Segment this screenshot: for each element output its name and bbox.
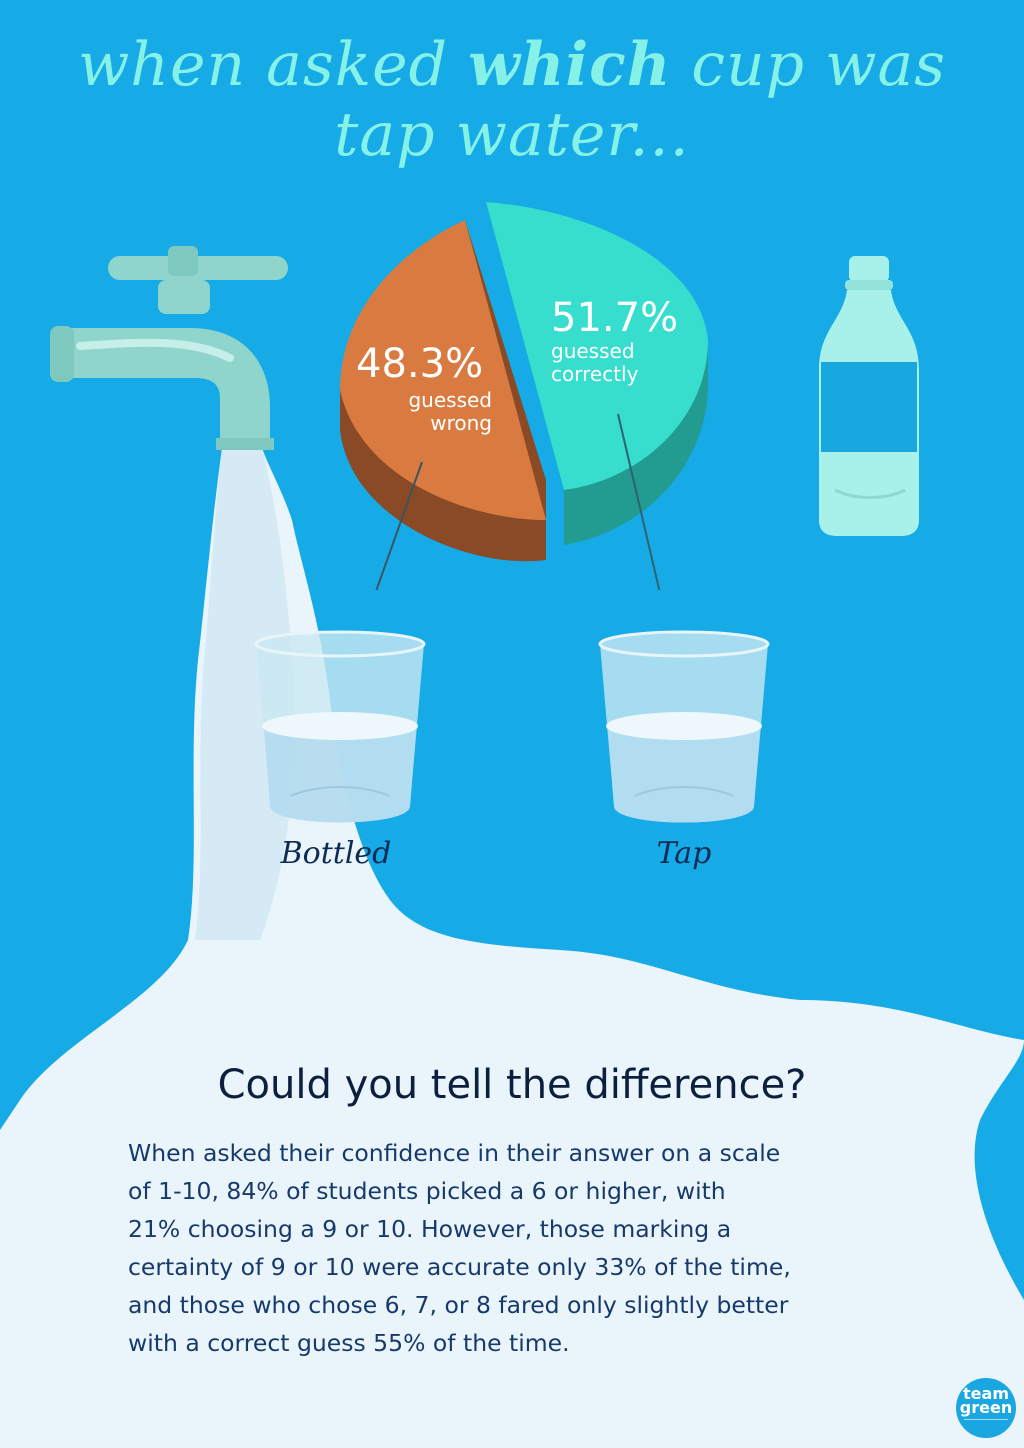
title-text-post: cup was	[671, 30, 947, 100]
wrong-label-2: wrong	[430, 411, 492, 435]
title-text-bold: which	[468, 30, 672, 100]
body-line: of 1-10, 84% of students picked a 6 or h…	[128, 1177, 726, 1205]
body-line: 21% choosing a 9 or 10. However, those m…	[128, 1215, 732, 1243]
title-text-pre: when asked	[77, 30, 469, 100]
wrong-label-1: guessed	[408, 388, 492, 412]
cup-tap-icon	[598, 630, 770, 823]
wrong-percentage: 48.3%	[356, 341, 484, 387]
pie-slice-wrong	[340, 220, 546, 520]
cup-label-tap: Tap	[656, 836, 712, 871]
correct-label-1: guessed	[551, 339, 635, 363]
body-paragraph: When asked their confidence in their ans…	[128, 1134, 928, 1362]
correct-label-2: correctly	[551, 362, 639, 386]
infographic-title: when asked which cup was tap water...	[0, 30, 1024, 170]
pointer-line-tap	[617, 413, 661, 590]
cup-bottled-icon	[254, 630, 426, 823]
pie-slice-correct	[486, 202, 708, 490]
body-line: When asked their confidence in their ans…	[128, 1139, 781, 1167]
correct-percentage: 51.7%	[551, 295, 679, 341]
logo-text-2: green	[959, 1398, 1013, 1417]
pie-chart	[340, 202, 709, 590]
title-line-2: tap water...	[334, 100, 690, 170]
pointer-line-bottled	[375, 461, 423, 590]
title-line-1: when asked which cup was	[0, 30, 1024, 100]
water-bottom-wave	[0, 1330, 430, 1448]
body-line: certainty of 9 or 10 were accurate only …	[128, 1253, 791, 1281]
cup-label-bottled: Bottled	[280, 836, 392, 871]
body-line: and those who chose 6, 7, or 8 fared onl…	[128, 1291, 789, 1319]
team-green-logo: team green	[956, 1378, 1016, 1438]
logo-divider	[964, 1419, 1008, 1428]
water-bottle-icon	[819, 256, 919, 536]
body-line: with a correct guess 55% of the time.	[128, 1329, 570, 1357]
logo-text-1: team	[963, 1384, 1009, 1403]
faucet-icon	[50, 246, 288, 450]
water-stream-shade	[195, 448, 295, 940]
section-heading: Could you tell the difference?	[217, 1062, 807, 1108]
